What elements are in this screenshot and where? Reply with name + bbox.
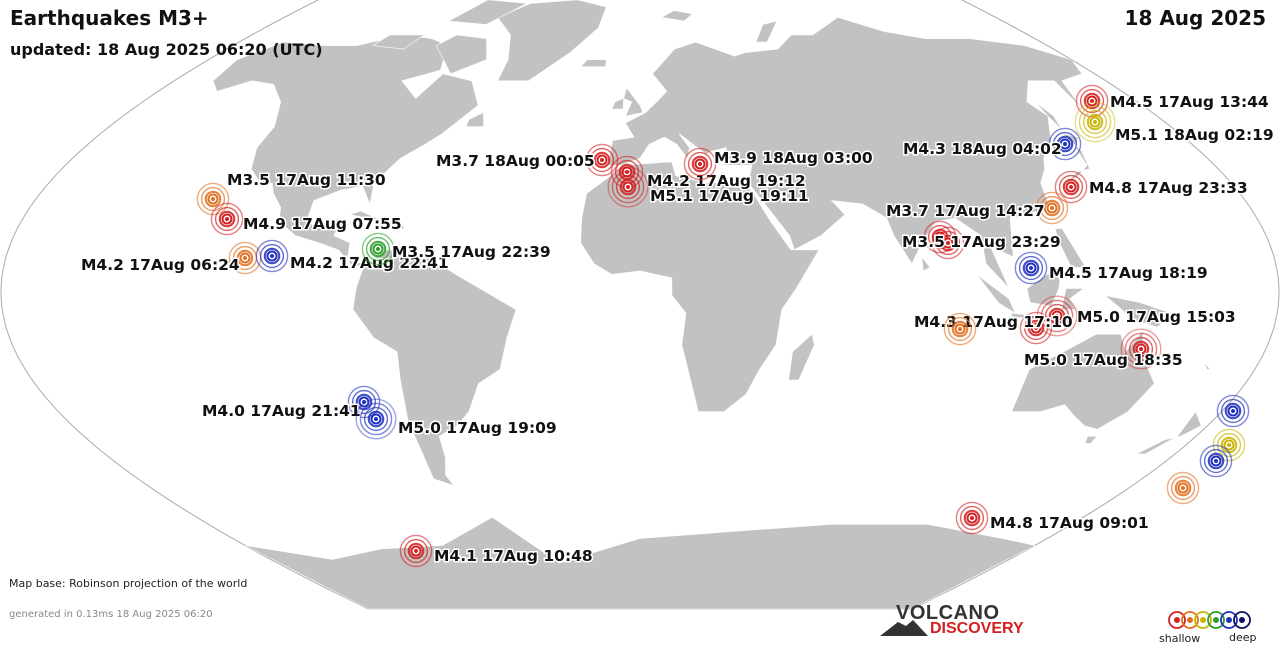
island-hispaniola (383, 221, 406, 229)
continent-africa (580, 161, 820, 412)
quake-marker[interactable]: M3.7 18Aug 00:05 (435, 143, 619, 177)
quake-marker[interactable]: M4.5 17Aug 18:19 (1014, 251, 1209, 285)
legend-ring (1233, 611, 1251, 629)
quake-marker[interactable]: M4.2 17Aug 06:24 (80, 241, 262, 276)
quake-label: M5.0 17Aug 18:35 (1024, 351, 1183, 369)
quake-marker[interactable]: M4.9 17Aug 07:55 (210, 202, 403, 236)
island-uk (623, 87, 644, 117)
quake-label: M5.0 17Aug 19:09 (398, 419, 557, 437)
quake-label: M4.2 17Aug 06:24 (81, 256, 240, 274)
legend-ring (1207, 611, 1225, 629)
quake-label: M4.2 17Aug 22:41 (290, 254, 449, 272)
quake-label: M5.0 17Aug 15:03 (1077, 308, 1236, 326)
quake-marker[interactable]: M5.1 18Aug 02:19 (1074, 101, 1275, 146)
island-svalbard (660, 10, 694, 22)
legend-ring (1194, 611, 1212, 629)
quake-label: M4.1 17Aug 10:48 (434, 547, 593, 565)
quake-marker[interactable]: M4.3 18Aug 04:02 (902, 127, 1082, 161)
quake-label: M4.0 17Aug 21:41 (202, 402, 361, 420)
quake-marker[interactable]: M4.8 17Aug 23:33 (1054, 170, 1249, 204)
quake-marker[interactable] (1212, 428, 1246, 462)
quake-label: M4.5 17Aug 13:44 (1110, 93, 1269, 111)
quake-marker[interactable]: M5.0 17Aug 15:03 (1036, 295, 1237, 337)
legend-ring (1220, 611, 1238, 629)
quake-label: M4.3 17Aug 17:10 (914, 313, 1073, 331)
quake-marker[interactable] (1216, 394, 1250, 428)
quake-marker[interactable] (1035, 191, 1069, 225)
quake-label: M4.8 17Aug 09:01 (990, 514, 1149, 532)
quake-marker[interactable]: M4.2 17Aug 22:41 (255, 239, 450, 274)
quake-marker[interactable]: M3.9 18Aug 03:00 (683, 148, 874, 181)
island-borneo (1026, 270, 1062, 307)
quake-marker[interactable]: M3.5 17Aug 23:29 (901, 226, 1062, 260)
island-philippines (1054, 228, 1087, 268)
quake-label: M4.9 17Aug 07:55 (243, 215, 402, 233)
quake-label: M3.5 17Aug 23:29 (902, 233, 1061, 251)
quake-label: M3.9 18Aug 03:00 (714, 149, 873, 167)
island-sakhalin (1034, 101, 1063, 131)
quake-marker[interactable]: M5.1 17Aug 19:11 (607, 166, 810, 208)
quake-marker[interactable]: M5.0 17Aug 19:09 (355, 398, 558, 440)
island-cuba (349, 210, 386, 222)
quake-marker[interactable] (1199, 444, 1233, 478)
continent-south-america (352, 249, 517, 487)
quake-label: M3.7 17Aug 14:27 (886, 202, 1045, 220)
island-sri-lanka (921, 255, 931, 272)
quake-label: M4.5 17Aug 18:19 (1049, 264, 1208, 282)
island-victoria (372, 34, 426, 50)
quake-label: M5.1 18Aug 02:19 (1115, 126, 1274, 144)
quake-marker[interactable]: M3.5 17Aug 11:30 (196, 170, 387, 216)
legend-deep-label: deep (1229, 631, 1257, 644)
island-baffin (435, 34, 487, 75)
quake-marker[interactable]: M5.0 17Aug 18:35 (1023, 328, 1184, 371)
island-ireland (611, 97, 624, 110)
island-newfoundland (465, 112, 485, 127)
updated-timestamp: updated: 18 Aug 2025 06:20 (UTC) (10, 40, 323, 59)
quake-marker[interactable]: M4.1 17Aug 10:48 (399, 534, 594, 568)
island-ellesmere (447, 0, 528, 25)
island-madagascar (788, 333, 815, 381)
island-iceland (580, 59, 607, 67)
continent-antarctica (245, 516, 1036, 609)
island-tasmania (1084, 436, 1098, 444)
map-base-note: Map base: Robinson projection of the wor… (9, 577, 248, 590)
quake-marker[interactable] (943, 312, 977, 346)
quake-label: M4.8 17Aug 23:33 (1089, 179, 1248, 197)
continent-greenland (497, 0, 607, 82)
depth-legend (880, 611, 1251, 636)
volcano-logo-icon (880, 620, 928, 636)
quake-label: M3.5 17Aug 11:30 (227, 171, 386, 189)
quake-marker[interactable]: M4.8 17Aug 09:01 (955, 501, 1150, 535)
quake-label: M3.5 17Aug 22:39 (392, 243, 551, 261)
logo-volcano-text: VOLCANO (896, 602, 1000, 624)
island-novaya-zemlya (755, 20, 778, 43)
quake-marker[interactable]: M3.5 17Aug 22:39 (361, 232, 552, 266)
legend-ring (1181, 611, 1199, 629)
continent-australia (1011, 329, 1155, 430)
island-new-caledonia (1203, 362, 1211, 370)
map-title: Earthquakes M3+ (10, 6, 209, 30)
legend-ring (1168, 611, 1186, 629)
quake-marker[interactable]: M4.5 17Aug 13:44 (1075, 84, 1270, 118)
island-java (1010, 312, 1044, 321)
quake-label: M3.7 18Aug 00:05 (436, 152, 595, 170)
continent-north-america (212, 34, 479, 268)
map-date: 18 Aug 2025 (1124, 6, 1266, 30)
island-new-zealand (1136, 411, 1202, 455)
quake-label: M4.3 18Aug 04:02 (903, 140, 1062, 158)
quake-layer: M4.5 17Aug 13:44 M5.1 18Aug 02:19 M4.3 18A… (80, 84, 1275, 568)
generated-note: generated in 0.13ms 18 Aug 2025 06:20 (9, 609, 213, 620)
quake-marker[interactable] (1166, 471, 1200, 505)
logo-discovery-text: DISCOVERY (930, 620, 1024, 637)
legend-shallow-label: shallow (1159, 632, 1201, 645)
quake-label: M4.2 17Aug 19:12 (647, 172, 806, 190)
island-sumatra (976, 274, 1016, 314)
quake-label: M5.1 17Aug 19:11 (650, 187, 809, 205)
island-new-guinea (1104, 295, 1172, 328)
land-layer (212, 0, 1211, 609)
